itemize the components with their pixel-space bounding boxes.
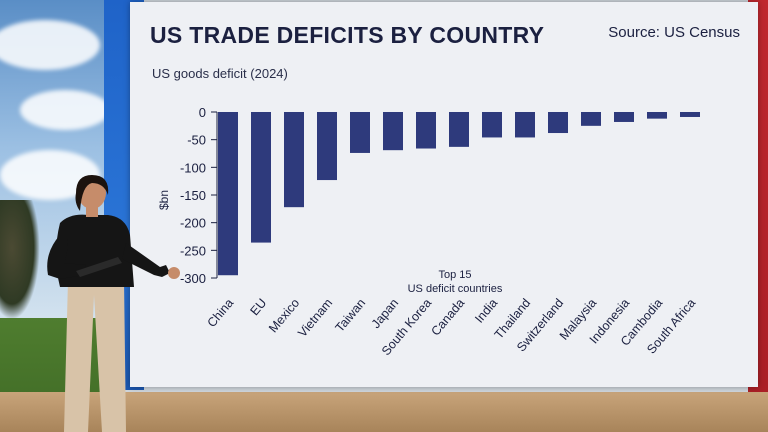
cloud: [20, 90, 110, 130]
cloud: [0, 20, 100, 70]
annotation-us-deficit-countries: US deficit countries: [408, 283, 503, 295]
chart-subtitle: US goods deficit (2024): [152, 66, 288, 81]
bar-japan: [383, 112, 403, 151]
x-tick-label: India: [472, 296, 500, 326]
y-tick-label: -250: [180, 243, 206, 258]
bar-indonesia: [614, 112, 634, 122]
presenter: [47, 175, 180, 432]
y-tick-label: 0: [199, 105, 206, 120]
y-tick-label: -50: [187, 133, 206, 148]
studio-floor: [0, 392, 768, 432]
x-tick-label: EU: [247, 296, 269, 318]
x-tick-label: Taiwan: [333, 296, 369, 335]
bar-malaysia: [581, 112, 601, 126]
trees: [0, 200, 40, 320]
bar-vietnam: [317, 112, 337, 181]
chart-title: US TRADE DEFICITS BY COUNTRY: [150, 22, 545, 48]
y-tick-label: -150: [180, 188, 206, 203]
bar-eu: [251, 112, 271, 243]
x-tick-label: Canada: [428, 296, 467, 339]
chart-source: Source: US Census: [608, 24, 740, 41]
x-tick-label: Vietnam: [295, 296, 335, 340]
y-tick-label: -100: [180, 160, 206, 175]
bar-cambodia: [647, 112, 667, 119]
bar-switzerland: [548, 112, 568, 134]
bar-south-africa: [680, 112, 700, 117]
bar-chart: $bn Top 15 US deficit countries 0 -50 -100…: [157, 105, 700, 358]
y-tick-label: -200: [180, 216, 206, 231]
y-tick-label: -300: [180, 271, 206, 286]
y-axis-label: $bn: [157, 190, 171, 210]
bar-mexico: [284, 112, 304, 208]
bar-india: [482, 112, 502, 138]
x-tick-label: China: [205, 296, 237, 330]
x-tick-label: Japan: [369, 296, 402, 331]
bar-thailand: [515, 112, 535, 138]
annotation-top15: Top 15: [438, 269, 471, 281]
bar-china: [218, 112, 238, 276]
chart-screen: US TRADE DEFICITS BY COUNTRY US goods de…: [130, 2, 758, 387]
bar-south-korea: [416, 112, 436, 149]
bar-taiwan: [350, 112, 370, 153]
bar-canada: [449, 112, 469, 147]
